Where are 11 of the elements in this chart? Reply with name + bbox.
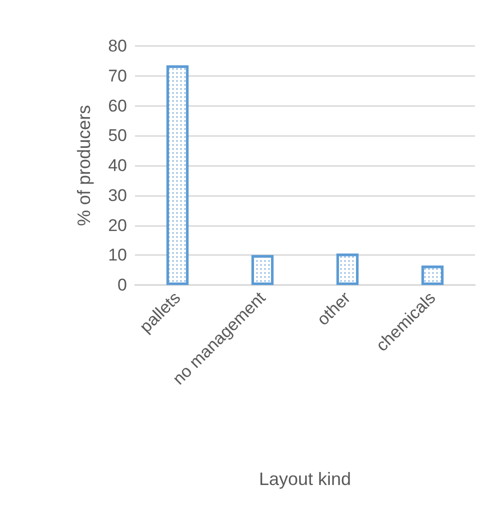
y-tick-label: 80 (108, 36, 127, 56)
y-tick-label: 60 (108, 96, 127, 116)
y-tick-label: 30 (108, 186, 127, 205)
y-tick-label: 50 (108, 126, 127, 146)
y-axis-title: % of producers (74, 104, 94, 226)
y-tick-label: 70 (108, 66, 127, 86)
x-axis-title: Layout kind (258, 469, 352, 489)
y-tick-label: 10 (108, 246, 127, 265)
y-tick-label: 40 (108, 156, 127, 175)
y-tick-label: 20 (108, 216, 127, 235)
y-tick-label: 0 (118, 276, 127, 294)
